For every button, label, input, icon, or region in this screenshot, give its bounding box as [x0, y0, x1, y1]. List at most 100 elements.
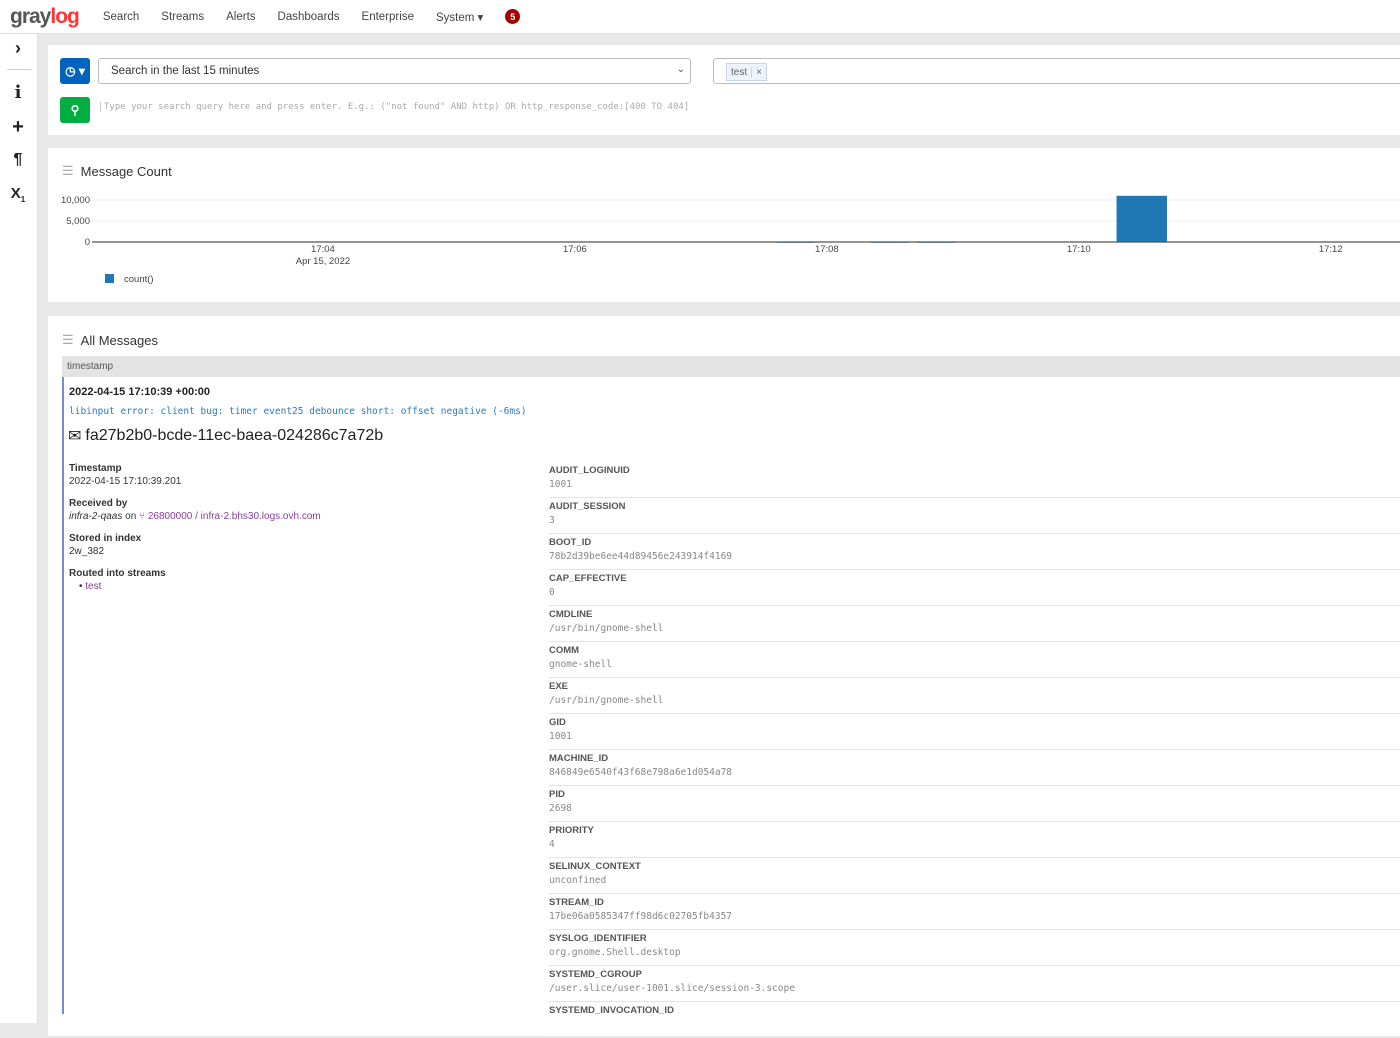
field-row: PID 2698	[549, 786, 1400, 822]
field-value: 1001	[549, 479, 572, 490]
field-label: Stored in index	[69, 533, 142, 544]
field-value: /user.slice/user-1001.slice/session-3.sc…	[549, 983, 795, 994]
nav-enterprise[interactable]: Enterprise	[361, 10, 414, 23]
nav-dashboards[interactable]: Dashboards	[277, 10, 340, 23]
legend-swatch	[105, 274, 114, 283]
plus-icon[interactable]: +	[12, 116, 24, 138]
field-name: CMDLINE	[549, 609, 593, 620]
field-row: SELINUX_CONTEXT unconfined	[549, 858, 1400, 894]
x-tick-label: 17:08	[815, 244, 839, 255]
timerange-type-button[interactable]: ◷ ▾	[60, 58, 90, 84]
streams-filter[interactable]: test ×	[713, 58, 1400, 84]
logo-part: gray	[10, 4, 51, 28]
drag-handle-icon[interactable]: ☰	[62, 163, 74, 178]
field-name: SELINUX_CONTEXT	[549, 861, 641, 872]
nav-alerts[interactable]: Alerts	[226, 10, 256, 23]
field-label: Timestamp	[69, 463, 122, 474]
graylog-logo[interactable]: graylog	[10, 4, 80, 29]
timerange-select[interactable]: Search in the last 15 minutes ⌄	[98, 58, 691, 84]
bar	[1116, 195, 1167, 242]
widget-title: Message Count	[80, 163, 172, 179]
notification-badge[interactable]: 5	[505, 9, 521, 24]
branch-icon: ⑂	[139, 511, 148, 522]
field-row: AUDIT_SESSION 3	[549, 498, 1400, 534]
message-count-panel: ☰ Message Count	[48, 148, 1400, 302]
paragraph-icon[interactable]: ¶	[13, 151, 23, 168]
field-row: CAP_EFFECTIVE 0	[549, 570, 1400, 606]
envelope-icon: ✉	[68, 428, 82, 445]
widget-title: All Messages	[80, 332, 158, 348]
field-name: GID	[549, 717, 566, 728]
field-row: SYSTEMD_CGROUP/user.slice/user-1001.slic…	[549, 966, 1400, 1002]
field-value: gnome-shell	[549, 659, 612, 670]
nav-system[interactable]: System ▾	[435, 11, 484, 24]
field-name: SYSLOG_IDENTIFIER	[549, 933, 647, 944]
field-name: AUDIT_LOGINUID	[549, 465, 630, 476]
field-row: SYSTEMD_INVOCATION_ID	[549, 1002, 1400, 1038]
message-id: fa27b2b0-bcde-11ec-baea-024286c7a72b	[85, 427, 384, 444]
field-value: unconfined	[549, 875, 607, 886]
field-label: Routed into streams	[69, 568, 166, 579]
chevron-right-icon[interactable]: ›	[15, 38, 21, 58]
divider	[7, 69, 31, 70]
field-value: /usr/bin/gnome-shell	[549, 695, 664, 706]
nav-search[interactable]: Search	[102, 10, 140, 23]
column-header-timestamp[interactable]: timestamp	[62, 356, 1400, 377]
remove-tag-icon[interactable]: ×	[751, 66, 766, 78]
chevron-down-icon: ⌄	[676, 64, 685, 75]
field-value: 17be06a0585347ff98d6c02705fb4357	[549, 911, 733, 922]
subscript-icon[interactable]: X1	[10, 185, 26, 204]
field-name: SYSTEMD_INVOCATION_ID	[549, 1005, 674, 1016]
y-tick-label: 5,000	[66, 216, 90, 227]
clock-icon: ◷ ▾	[65, 64, 85, 78]
nav-streams[interactable]: Streams	[161, 10, 205, 23]
drag-handle-icon[interactable]: ☰	[62, 332, 74, 347]
y-tick-label: 0	[85, 237, 90, 248]
field-value: 78b2d39be6ee44d89456e243914f4169	[549, 551, 733, 562]
field-row: COMM gnome-shell	[549, 642, 1400, 678]
field-name: PRIORITY	[549, 825, 594, 836]
field-value: org.gnome.Shell.desktop	[549, 947, 681, 958]
message-text: libinput error: client bug: timer event2…	[69, 406, 527, 417]
input-link[interactable]: ⑂ 26800000 / infra-2.bhs30.logs.ovh.com	[139, 511, 321, 522]
x-tick-label: 17:04	[311, 244, 335, 255]
on-text: on	[122, 511, 140, 522]
field-row: CMDLINE/usr/bin/gnome-shell	[549, 606, 1400, 642]
legend-label: count()	[124, 274, 154, 285]
stream-tag: test ×	[726, 63, 767, 81]
field-value: 4	[549, 839, 555, 850]
info-icon[interactable]: i	[14, 82, 22, 103]
field-label: Received by	[69, 498, 128, 509]
top-navbar: graylog Search Streams Alerts Dashboards…	[0, 0, 1400, 34]
timerange-value: Search in the last 15 minutes	[111, 65, 260, 77]
stream-link[interactable]: test	[85, 581, 102, 592]
sidebar: › i + ¶ X1	[0, 34, 38, 1023]
field-value: 846849e6540f43f68e798a6e1d054a78	[549, 767, 733, 778]
search-button[interactable]: ⚲	[60, 97, 90, 123]
search-query-input[interactable]: Type your search query here and press en…	[100, 102, 689, 112]
field-name: PID	[549, 789, 565, 800]
search-icon: ⚲	[70, 103, 80, 117]
stream-tag-label: test	[731, 66, 748, 78]
field-row: MACHINE_ID 846849e6540f43f68e798a6e1d054a…	[549, 750, 1400, 786]
field-value: 3	[549, 515, 555, 526]
message-timestamp[interactable]: 2022-04-15 17:10:39 +00:00	[69, 386, 210, 398]
field-name: MACHINE_ID	[549, 753, 609, 764]
input-link-text: 26800000 / infra-2.bhs30.logs.ovh.com	[147, 511, 321, 522]
field-row: GID 1001	[549, 714, 1400, 750]
field-row: AUDIT_LOGINUID 1001	[549, 462, 1400, 498]
field-name: COMM	[549, 645, 580, 656]
x-tick-label: 17:10	[1067, 244, 1091, 255]
y-tick-label: 10,000	[61, 195, 90, 206]
field-name: CAP_EFFECTIVE	[549, 573, 627, 584]
x-date-label: Apr 15, 2022	[296, 256, 350, 267]
selected-row-indicator	[62, 377, 64, 1014]
field-row: BOOT_ID 78b2d39be6ee44d89456e243914f4169	[549, 534, 1400, 570]
field-row: EXE/usr/bin/gnome-shell	[549, 678, 1400, 714]
field-name: SYSTEMD_CGROUP	[549, 969, 642, 980]
all-messages-panel: ☰ All Messages timestamp 2022-04-15 17:10…	[48, 316, 1400, 1038]
search-panel	[48, 45, 1400, 135]
logo-part: log	[50, 4, 79, 28]
x-tick-label: 17:06	[563, 244, 587, 255]
